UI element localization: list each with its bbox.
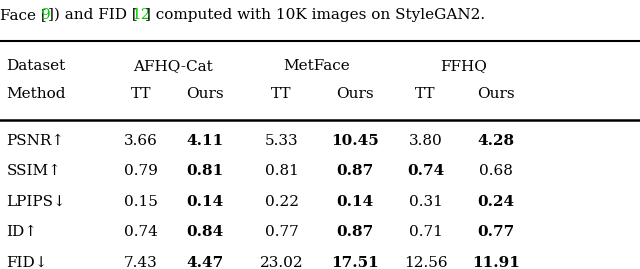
Text: TT: TT <box>131 87 151 101</box>
Text: 0.79: 0.79 <box>124 164 157 178</box>
Text: 0.74: 0.74 <box>407 164 444 178</box>
Text: 0.71: 0.71 <box>409 225 442 239</box>
Text: FID↓: FID↓ <box>6 256 48 269</box>
Text: ] computed with 10K images on StyleGAN2.: ] computed with 10K images on StyleGAN2. <box>145 8 485 22</box>
Text: 4.47: 4.47 <box>186 256 223 269</box>
Text: TT: TT <box>271 87 292 101</box>
Text: 0.14: 0.14 <box>186 195 223 209</box>
Text: 0.87: 0.87 <box>337 164 374 178</box>
Text: 0.14: 0.14 <box>337 195 374 209</box>
Text: 11.91: 11.91 <box>472 256 520 269</box>
Text: 0.24: 0.24 <box>477 195 515 209</box>
Text: 4.28: 4.28 <box>477 134 515 148</box>
Text: 0.31: 0.31 <box>409 195 442 209</box>
Text: 23.02: 23.02 <box>260 256 303 269</box>
Text: 0.77: 0.77 <box>265 225 298 239</box>
Text: 17.51: 17.51 <box>332 256 379 269</box>
Text: 0.74: 0.74 <box>124 225 157 239</box>
Text: 0.87: 0.87 <box>337 225 374 239</box>
Text: 7.43: 7.43 <box>124 256 157 269</box>
Text: 0.77: 0.77 <box>477 225 515 239</box>
Text: 0.84: 0.84 <box>186 225 223 239</box>
Text: ID↑: ID↑ <box>6 225 37 239</box>
Text: 3.80: 3.80 <box>409 134 442 148</box>
Text: Face [: Face [ <box>0 8 47 22</box>
Text: 0.81: 0.81 <box>265 164 298 178</box>
Text: SSIM↑: SSIM↑ <box>6 164 61 178</box>
Text: TT: TT <box>415 87 436 101</box>
Text: 3.66: 3.66 <box>124 134 157 148</box>
Text: 0.22: 0.22 <box>264 195 299 209</box>
Text: 0.15: 0.15 <box>124 195 157 209</box>
Text: LPIPS↓: LPIPS↓ <box>6 195 66 209</box>
Text: Ours: Ours <box>477 87 515 101</box>
Text: Method: Method <box>6 87 66 101</box>
Text: 0.68: 0.68 <box>479 164 513 178</box>
Text: MetFace: MetFace <box>284 59 350 73</box>
Text: Ours: Ours <box>186 87 223 101</box>
Text: 12.56: 12.56 <box>404 256 447 269</box>
Text: Ours: Ours <box>337 87 374 101</box>
Text: ]) and FID [: ]) and FID [ <box>49 8 138 22</box>
Text: FFHQ: FFHQ <box>440 59 488 73</box>
Text: PSNR↑: PSNR↑ <box>6 134 65 148</box>
Text: AFHQ-Cat: AFHQ-Cat <box>133 59 212 73</box>
Text: 9: 9 <box>42 8 51 22</box>
Text: 5.33: 5.33 <box>265 134 298 148</box>
Text: 12: 12 <box>131 8 151 22</box>
Text: Dataset: Dataset <box>6 59 66 73</box>
Text: 0.81: 0.81 <box>186 164 223 178</box>
Text: 10.45: 10.45 <box>332 134 379 148</box>
Text: 4.11: 4.11 <box>186 134 223 148</box>
